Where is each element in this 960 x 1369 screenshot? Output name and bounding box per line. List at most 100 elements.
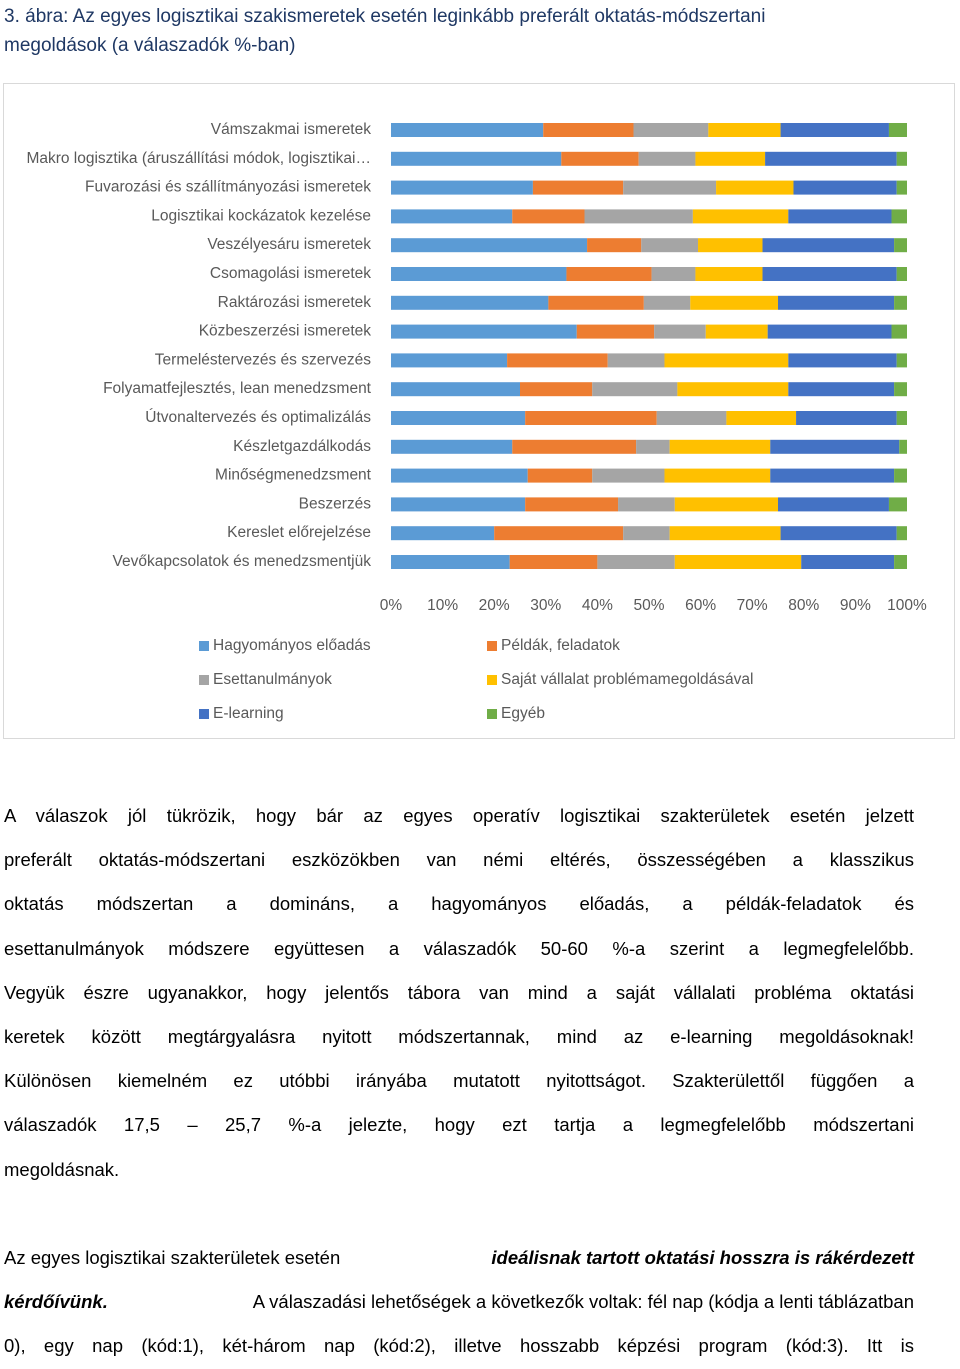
- paragraph-line: A válaszok jól tükrözik, hogy bár az egy…: [4, 805, 914, 826]
- legend-swatch: [199, 641, 209, 651]
- bar-segment: [618, 497, 675, 512]
- bar-segment: [584, 209, 693, 224]
- bar-segment: [636, 439, 670, 454]
- bar-segment: [391, 180, 533, 195]
- category-label: Vevőkapcsolatok és menedzsmentjük: [113, 553, 372, 570]
- figure-caption: 3. ábra: Az egyes logisztikai szakismere…: [4, 2, 954, 60]
- x-tick-label: 80%: [788, 597, 819, 614]
- bar-segment: [690, 295, 778, 310]
- body-paragraph: A válaszok jól tükrözik, hogy bár az egy…: [4, 794, 914, 1192]
- category-label: Minőségmenedzsment: [215, 467, 372, 484]
- emphasized-text: ideálisnak tartott oktatási hosszra is r…: [491, 1247, 914, 1268]
- bar-segment: [633, 123, 709, 137]
- bar-segment: [796, 411, 897, 425]
- bar-segment: [391, 209, 513, 224]
- x-tick-label: 70%: [737, 597, 768, 614]
- bar-segment: [391, 468, 528, 483]
- paragraph-line: preferált oktatás-módszertani eszközökbe…: [4, 849, 914, 871]
- bar-segment: [896, 151, 907, 166]
- bar-segment: [592, 468, 665, 483]
- x-tick-label: 100%: [887, 597, 927, 614]
- bar-segment: [512, 439, 637, 454]
- legend-label: E-learning: [213, 705, 284, 722]
- bar-segment: [391, 497, 526, 512]
- paragraph-line: oktatás módszertan a domináns, a hagyomá…: [4, 893, 914, 915]
- bar-segment: [391, 295, 549, 310]
- legend-label: Egyéb: [501, 705, 545, 722]
- legend-swatch: [487, 675, 497, 685]
- bar-segment: [793, 180, 897, 195]
- bar-segment: [507, 353, 608, 368]
- emphasized-text: kérdőívünk.: [4, 1291, 108, 1313]
- bar-segment: [891, 209, 907, 224]
- bar-segment: [896, 353, 907, 368]
- x-tick-label: 30%: [530, 597, 561, 614]
- category-label: Vámszakmai ismeretek: [211, 121, 371, 138]
- paragraph-line: Az egyes logisztikai szakterületek eseté…: [4, 1236, 914, 1280]
- paragraph-text: A válaszadási lehetőségek a következők v…: [248, 1291, 914, 1313]
- legend-label: Esettanulmányok: [213, 671, 332, 688]
- chart-legend: Hagyományos előadás Példák, feladatok Es…: [0, 633, 960, 733]
- bar-segment: [391, 555, 510, 569]
- bar-segment: [888, 497, 907, 512]
- x-tick-label: 50%: [633, 597, 664, 614]
- bar-segment: [770, 439, 900, 454]
- bar-segment: [543, 123, 634, 137]
- bar-segment: [391, 267, 567, 281]
- bar-segment: [391, 238, 588, 253]
- bar-segment: [512, 209, 585, 224]
- bar-segment: [664, 353, 789, 368]
- x-tick-label: 0%: [380, 597, 403, 614]
- bar-segment: [520, 382, 593, 397]
- category-label: Csomagolási ismeretek: [210, 265, 371, 282]
- bar-segment: [896, 526, 907, 541]
- bar-segment: [656, 411, 727, 425]
- legend-swatch: [487, 641, 497, 651]
- bar-segment: [778, 295, 895, 310]
- bar-segment: [894, 555, 907, 569]
- paragraph-line: Különösen kiemelném ez utóbbi irányába m…: [4, 1070, 914, 1092]
- chart-area: [3, 83, 955, 739]
- category-label: Fuvarozási és szállítmányozási ismeretek: [85, 179, 371, 196]
- bar-segment: [525, 497, 619, 512]
- bar-segment: [801, 555, 895, 569]
- bar-segment: [788, 209, 892, 224]
- category-label: Beszerzés: [299, 495, 372, 512]
- category-label: Makro logisztika (áruszállítási módok, l…: [26, 150, 371, 167]
- bar-segment: [391, 123, 544, 137]
- category-label: Termeléstervezés és szervezés: [155, 351, 371, 368]
- paragraph-text: Az egyes logisztikai szakterületek eseté…: [4, 1247, 341, 1268]
- bar-segment: [391, 324, 577, 339]
- bar-segment: [669, 439, 771, 454]
- bar-segment: [532, 180, 624, 195]
- bar-segment: [669, 526, 781, 541]
- bar-segment: [587, 238, 642, 253]
- bar-segment: [788, 353, 897, 368]
- bar-segment: [894, 238, 907, 253]
- body-paragraph: Az egyes logisztikai szakterületek eseté…: [4, 1236, 914, 1369]
- legend-swatch: [199, 709, 209, 719]
- paragraph-line: esettanulmányok módszere együttesen a vá…: [4, 937, 914, 959]
- paragraph-line: Vegyük észre ugyanakkor, hogy jelentős t…: [4, 981, 914, 1003]
- bar-segment: [527, 468, 593, 483]
- bar-segment: [576, 324, 655, 339]
- bar-segment: [891, 324, 907, 339]
- bar-segment: [525, 411, 657, 425]
- category-label: Raktározási ismeretek: [218, 294, 372, 311]
- bar-segment: [391, 526, 495, 541]
- bar-segment: [391, 382, 520, 397]
- category-label: Folyamatfejlesztés, lean menedzsment: [103, 380, 372, 397]
- bar-segment: [597, 555, 675, 569]
- x-tick-label: 20%: [479, 597, 510, 614]
- category-label: Logisztikai kockázatok kezelése: [151, 207, 371, 224]
- stacked-bar-chart: Vámszakmai ismeretek Makro logisztika (ár…: [26, 121, 927, 614]
- bar-segment: [664, 468, 771, 483]
- paragraph-line: kérdőívünk. A válaszadási lehetőségek a …: [4, 1280, 914, 1324]
- bar-segment: [896, 180, 907, 195]
- legend-label: Példák, feladatok: [501, 637, 620, 654]
- x-tick-label: 10%: [427, 597, 458, 614]
- legend-swatch: [487, 709, 497, 719]
- legend-swatch: [199, 675, 209, 685]
- bar-segment: [770, 468, 895, 483]
- x-tick-label: 60%: [685, 597, 716, 614]
